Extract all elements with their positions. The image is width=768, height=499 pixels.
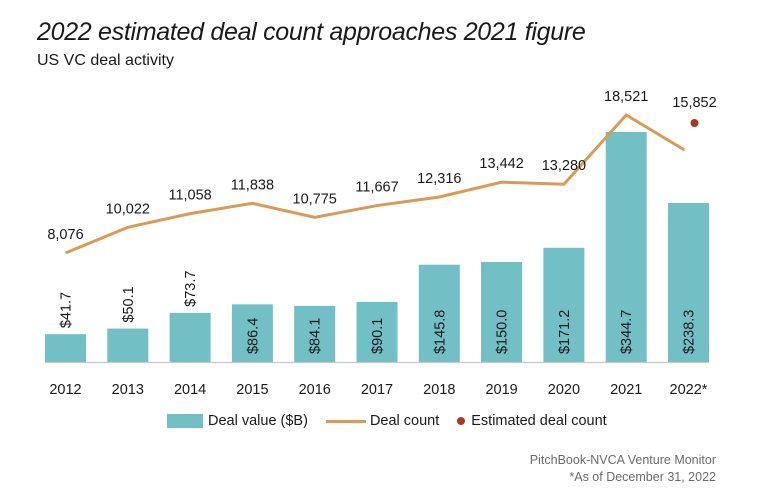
legend-label-deal-value: Deal value ($B) <box>208 413 308 429</box>
legend-label-deal-count: Deal count <box>369 413 440 429</box>
x-tick-label: 2020 <box>548 382 580 398</box>
bar-2017 <box>356 301 398 362</box>
deal-count-line <box>64 113 686 255</box>
bar-value-label: $41.7 <box>59 292 75 328</box>
legend-swatch-line <box>325 419 366 423</box>
bar-value-label: $150.0 <box>495 310 511 354</box>
bar-2019 <box>481 261 523 362</box>
bar-value-label: $238.3 <box>682 310 698 354</box>
deal-count-label: 13,280 <box>542 158 586 174</box>
legend-item-deal-count: Deal count <box>325 413 440 429</box>
deal-count-label: 11,838 <box>231 177 274 193</box>
deal-count-label: 10,022 <box>106 201 150 217</box>
estimated-deal-count-dot <box>690 119 699 127</box>
x-tick-label: 2014 <box>174 382 206 398</box>
chart-title: 2022 estimated deal count approaches 202… <box>37 18 586 46</box>
bar-2014 <box>169 312 211 362</box>
chart-subtitle: US VC deal activity <box>37 52 174 69</box>
deal-count-label: 18,521 <box>604 89 648 105</box>
x-tick-label: 2013 <box>112 382 144 398</box>
bar-2021 <box>605 132 647 362</box>
x-tick-label: 2017 <box>361 382 393 398</box>
source-line: PitchBook-NVCA Venture Monitor <box>529 453 716 467</box>
source-note: PitchBook-NVCA Venture Monitor *As of De… <box>530 452 716 486</box>
deal-count-label: 12,316 <box>417 171 461 187</box>
bar-value-label: $84.1 <box>308 318 324 354</box>
bar-value-label: $86.4 <box>245 318 261 354</box>
x-tick-label: 2015 <box>236 382 268 398</box>
legend-item-estimated: Estimated deal count <box>457 413 607 429</box>
deal-count-label: 10,775 <box>293 191 337 207</box>
x-tick-label: 2021 <box>610 382 642 398</box>
bar-value-label: $145.8 <box>432 310 448 354</box>
bar-2022 <box>668 202 709 362</box>
x-tick-label: 2019 <box>485 382 517 398</box>
bar-2016 <box>294 305 336 362</box>
deal-count-label: 11,058 <box>168 188 211 204</box>
bar-value-label: $90.1 <box>370 318 386 354</box>
x-tick-label: 2018 <box>423 382 455 398</box>
estimated-deal-count-label: 15,852 <box>672 95 716 111</box>
deal-count-label: 8,076 <box>47 227 83 243</box>
bar-2015 <box>231 304 273 362</box>
bar-2012 <box>45 334 86 362</box>
x-tick-label: 2016 <box>299 382 331 398</box>
legend-label-estimated: Estimated deal count <box>471 413 607 429</box>
legend-item-deal-value: Deal value ($B) <box>167 413 308 429</box>
deal-count-label: 13,442 <box>479 156 523 172</box>
legend-swatch-dot <box>457 417 466 425</box>
legend: Deal value ($B) Deal count Estimated dea… <box>167 413 625 429</box>
deal-count-label: 11,667 <box>355 180 398 196</box>
footnote-line: *As of December 31, 2022 <box>569 470 716 484</box>
bar-value-label: $344.7 <box>619 310 635 354</box>
x-tick-label: 2022* <box>670 382 708 398</box>
bar-2013 <box>107 328 149 362</box>
x-tick-label: 2012 <box>49 382 81 398</box>
bar-2018 <box>418 264 460 362</box>
bar-value-label: $50.1 <box>121 286 137 322</box>
legend-swatch-bar <box>167 414 203 428</box>
bar-2020 <box>543 247 585 362</box>
bar-value-label: $73.7 <box>183 271 199 307</box>
bar-value-label: $171.2 <box>557 310 573 354</box>
